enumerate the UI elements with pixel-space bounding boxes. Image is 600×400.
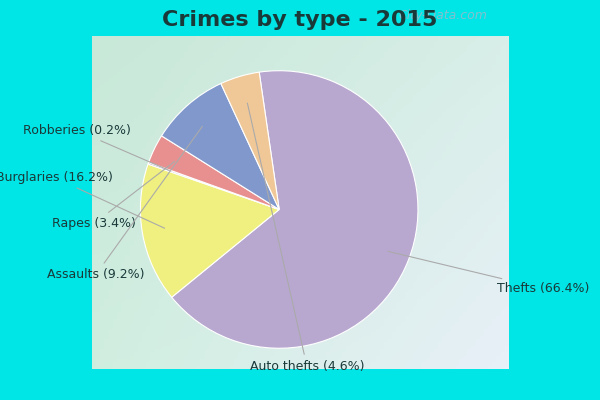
Text: Burglaries (16.2%): Burglaries (16.2%)	[0, 171, 164, 228]
Text: Thefts (66.4%): Thefts (66.4%)	[388, 251, 589, 295]
Wedge shape	[149, 136, 279, 210]
Text: Assaults (9.2%): Assaults (9.2%)	[47, 126, 202, 281]
Text: Robberies (0.2%): Robberies (0.2%)	[23, 124, 169, 170]
Wedge shape	[148, 162, 279, 210]
Wedge shape	[172, 71, 418, 348]
Wedge shape	[140, 164, 279, 297]
Wedge shape	[161, 84, 279, 210]
Text: City-Data.com: City-Data.com	[398, 9, 487, 22]
Text: Rapes (3.4%): Rapes (3.4%)	[52, 162, 175, 230]
Text: Crimes by type - 2015: Crimes by type - 2015	[163, 10, 437, 30]
Wedge shape	[221, 72, 279, 210]
Text: Auto thefts (4.6%): Auto thefts (4.6%)	[247, 103, 364, 373]
